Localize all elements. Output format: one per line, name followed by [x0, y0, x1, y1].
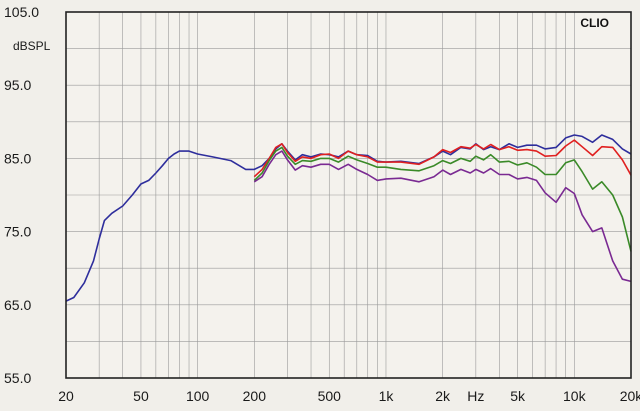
x-tick-label: Hz	[467, 388, 484, 404]
y-tick-label: 85.0	[4, 150, 31, 166]
x-tick-label: 5k	[510, 388, 526, 404]
y-tick-label: 75.0	[4, 224, 31, 240]
series-line-3	[253, 146, 632, 252]
plot-frame	[65, 11, 632, 379]
y-tick-label: 95.0	[4, 77, 31, 93]
x-tick-label: 1k	[379, 388, 395, 404]
x-tick-label: 100	[186, 388, 210, 404]
series-line-2	[253, 139, 632, 178]
y-tick-label: 65.0	[4, 297, 31, 313]
y-axis-ticks: 105.0 95.0 85.0 75.0 65.0 55.0	[4, 4, 39, 386]
y-tick-label: 105.0	[4, 4, 39, 20]
x-axis-ticks: 20 50 100 200 500 1k 2k Hz 5k 10k 20k	[58, 388, 640, 404]
x-tick-label: 500	[318, 388, 342, 404]
series-layer	[65, 134, 632, 302]
x-tick-label: 2k	[435, 388, 451, 404]
x-tick-label: 20k	[620, 388, 640, 404]
x-tick-label: 20	[58, 388, 74, 404]
series-line-4	[253, 150, 632, 283]
x-tick-label: 200	[243, 388, 267, 404]
clio-brand-label: CLIO	[580, 16, 609, 30]
y-tick-label: 55.0	[4, 370, 31, 386]
x-tick-label: 10k	[563, 388, 587, 404]
y-axis-label: dBSPL	[13, 39, 51, 53]
x-tick-label: 50	[133, 388, 149, 404]
grid	[66, 12, 631, 378]
